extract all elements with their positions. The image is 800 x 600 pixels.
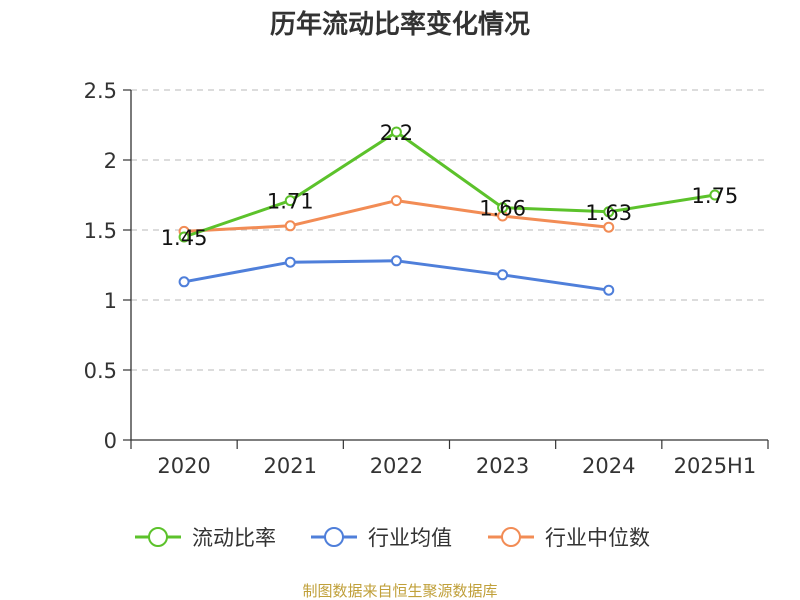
x-tick-label-4: 2024	[582, 454, 635, 478]
legend-marker-2	[501, 527, 521, 547]
legend-label-0: 流动比率	[192, 526, 276, 550]
series-2-point-2	[390, 195, 402, 207]
data-label-1: 1.71	[267, 190, 314, 214]
legend-marker-1	[324, 527, 344, 547]
series-0-point-2	[390, 126, 402, 138]
series-0-point-1	[284, 195, 296, 207]
data-label-2: 2.2	[380, 121, 413, 145]
data-label-5: 1.75	[692, 184, 739, 208]
y-tick-label-0: 0	[104, 429, 117, 453]
chart-title: 历年流动比率变化情况	[270, 9, 530, 40]
x-tick-label-1: 2021	[264, 454, 317, 478]
series-0-point-3	[497, 202, 509, 214]
data-label-4: 1.63	[585, 201, 632, 225]
series-0-point-4	[603, 206, 615, 218]
legend-label-2: 行业中位数	[545, 526, 650, 550]
y-tick-label-5: 2.5	[84, 79, 117, 103]
series-2-point-4	[603, 221, 615, 233]
x-tick-label-5: 2025H1	[674, 454, 757, 478]
series-0-point-5	[709, 189, 721, 201]
series-0-point-0	[178, 231, 190, 243]
y-tick-label-3: 1.5	[84, 219, 117, 243]
data-label-3: 1.66	[479, 197, 526, 221]
series-1-point-2	[390, 255, 402, 267]
series-1-point-3	[497, 269, 509, 281]
x-tick-label-2: 2022	[370, 454, 423, 478]
legend-label-1: 行业均值	[368, 526, 452, 550]
source-note: 制图数据来自恒生聚源数据库	[302, 582, 497, 600]
series-2-point-1	[284, 220, 296, 232]
y-tick-label-2: 1	[104, 289, 117, 313]
legend-marker-0	[148, 527, 168, 547]
series-1-point-4	[603, 284, 615, 296]
data-label-0: 1.45	[161, 226, 208, 250]
plot-area: 0 0.5 1 1.5 2 2.5 2020 2021 2022 2023 2024 2025H1 1.…	[84, 79, 769, 478]
y-tick-label-4: 2	[104, 149, 117, 173]
y-tick-label-1: 0.5	[84, 359, 117, 383]
legend: 流动比率 行业均值 行业中位数	[135, 526, 650, 550]
series-1-point-0	[178, 276, 190, 288]
series-line-0	[183, 130, 716, 239]
x-tick-label-0: 2020	[157, 454, 210, 478]
x-tick-label-3: 2023	[476, 454, 529, 478]
series-1-point-1	[284, 256, 296, 268]
